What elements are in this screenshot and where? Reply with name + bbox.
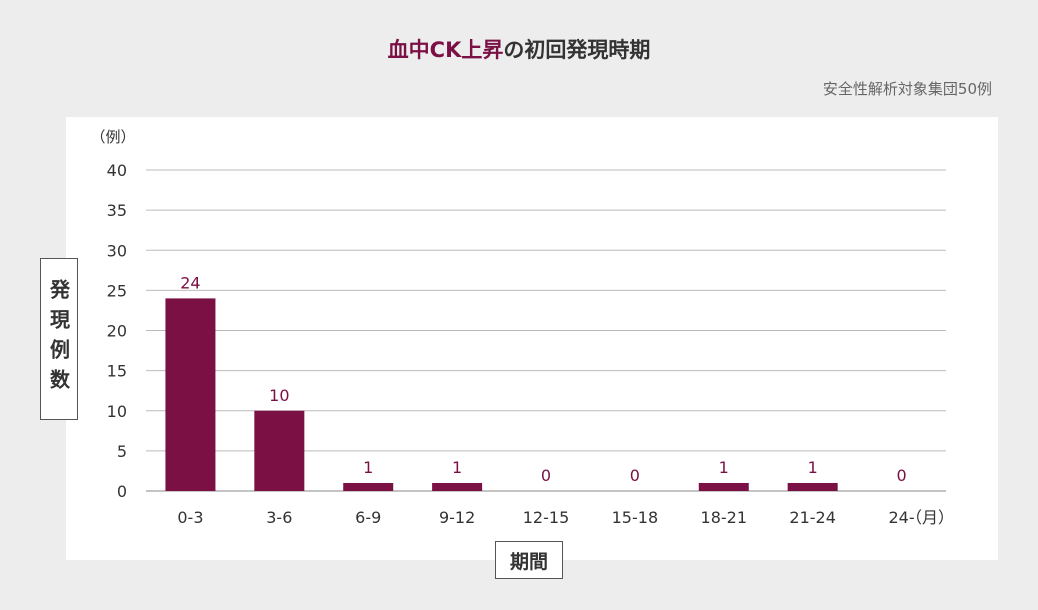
x-tick-label: 24- xyxy=(888,508,914,527)
chart-title-rest: の初回発現時期 xyxy=(503,38,651,62)
y-tick-label: 40 xyxy=(107,161,127,180)
x-tick-label: 12-15 xyxy=(523,508,570,527)
y-unit-label: （例） xyxy=(90,128,135,146)
x-tick-label: 15-18 xyxy=(612,508,659,527)
data-label: 1 xyxy=(452,458,462,477)
chart-title-accent: 血中CK上昇 xyxy=(387,38,504,62)
y-tick-label: 20 xyxy=(107,322,127,341)
x-axis-title: 期間 xyxy=(509,550,548,573)
y-tick-label: 5 xyxy=(117,442,127,461)
data-label: 0 xyxy=(630,466,640,485)
y-tick-label: 0 xyxy=(117,482,127,501)
x-tick-label: 21-24 xyxy=(789,508,836,527)
y-tick-label: 25 xyxy=(107,281,127,300)
x-tick-label: 18-21 xyxy=(701,508,748,527)
bar xyxy=(343,482,394,491)
data-label: 1 xyxy=(719,458,729,477)
data-label: 24 xyxy=(180,273,200,292)
data-label: 0 xyxy=(541,466,551,485)
y-tick-label: 30 xyxy=(107,241,127,260)
chart-title: 血中CK上昇の初回発現時期 xyxy=(0,34,1038,64)
bar xyxy=(432,482,483,491)
data-label: 10 xyxy=(269,386,289,405)
chart-panel xyxy=(66,117,998,560)
data-label: 1 xyxy=(808,458,818,477)
x-tick-label: 0-3 xyxy=(177,508,203,527)
y-axis-title-box: 発現例数 xyxy=(40,258,78,420)
bar xyxy=(254,410,305,491)
bar xyxy=(698,482,749,491)
data-label: 1 xyxy=(363,458,373,477)
y-axis-title: 発現例数 xyxy=(46,279,71,399)
y-tick-label: 15 xyxy=(107,362,127,381)
chart-subtitle: 安全性解析対象集団50例 xyxy=(822,80,992,98)
data-label: 0 xyxy=(896,466,906,485)
x-unit-label: （月） xyxy=(906,508,954,527)
bar xyxy=(787,482,838,491)
y-tick-label: 10 xyxy=(107,402,127,421)
x-tick-label: 3-6 xyxy=(266,508,292,527)
y-tick-label: 35 xyxy=(107,201,127,220)
x-tick-label: 9-12 xyxy=(439,508,475,527)
x-tick-label: 6-9 xyxy=(355,508,381,527)
bar xyxy=(165,298,216,491)
x-axis-title-box: 期間 xyxy=(495,541,563,579)
